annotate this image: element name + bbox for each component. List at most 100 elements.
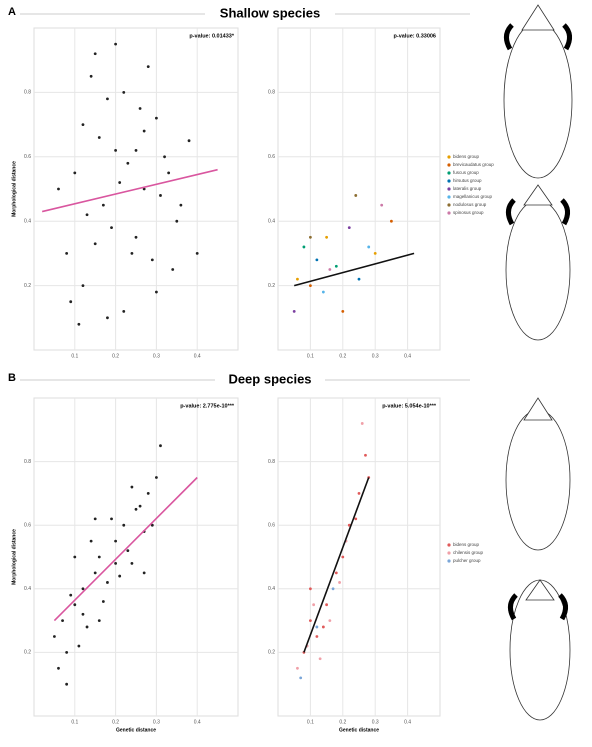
legend-label: lateralis group <box>453 186 482 191</box>
y-tick-label: 0.8 <box>268 459 275 465</box>
x-tick-label: 0.4 <box>404 353 411 359</box>
point <box>101 203 105 207</box>
point <box>138 107 142 110</box>
legend-label: hirsutus group <box>453 178 482 183</box>
point <box>130 252 134 255</box>
point <box>338 581 341 584</box>
point <box>341 555 345 559</box>
point <box>347 226 351 230</box>
point <box>85 213 89 217</box>
y-axis-label: Morphological distance <box>11 529 17 585</box>
point <box>93 52 97 56</box>
x-axis-label: Genetic distance <box>339 727 379 733</box>
point <box>357 277 361 281</box>
point <box>341 309 345 313</box>
point <box>114 539 117 543</box>
y-tick-label: 0.2 <box>268 650 275 656</box>
point <box>373 252 377 255</box>
legend-swatch <box>447 559 451 563</box>
x-tick-label: 0.1 <box>307 353 314 359</box>
point <box>155 290 158 294</box>
x-tick-label: 0.3 <box>372 353 379 359</box>
point <box>150 258 154 262</box>
point <box>61 619 64 622</box>
point <box>81 123 85 126</box>
point <box>155 476 158 479</box>
plot-area <box>33 397 239 717</box>
point <box>321 290 325 294</box>
point <box>167 171 171 175</box>
point <box>122 309 126 313</box>
point <box>93 571 97 575</box>
point <box>130 561 134 565</box>
legend-swatch <box>447 155 451 159</box>
regression-line <box>53 476 198 622</box>
legend-swatch <box>447 179 451 183</box>
regression-line <box>41 168 218 213</box>
point <box>138 504 142 508</box>
point <box>380 203 384 207</box>
x-tick-label: 0.1 <box>71 719 78 725</box>
point <box>159 444 162 448</box>
legend-label: chilensis group <box>453 550 484 555</box>
point <box>325 603 328 607</box>
point <box>309 619 312 622</box>
point <box>114 42 117 46</box>
x-tick-label: 0.2 <box>112 719 119 725</box>
point <box>155 116 158 120</box>
point <box>315 258 319 262</box>
point <box>146 492 150 495</box>
point <box>97 555 101 559</box>
legend-label: spinosus group <box>453 210 484 215</box>
x-tick-label: 0.4 <box>194 353 201 359</box>
p-value: p-value: 2.775e-10*** <box>180 403 235 409</box>
point <box>292 309 296 313</box>
point <box>142 129 146 133</box>
point <box>81 284 85 287</box>
y-tick-label: 0.6 <box>24 154 31 160</box>
y-tick-label: 0.4 <box>268 219 275 225</box>
point <box>171 268 175 271</box>
legend-swatch <box>447 163 451 167</box>
regression-line <box>303 477 370 653</box>
legend-swatch <box>447 187 451 191</box>
point <box>309 235 312 239</box>
point <box>302 245 306 249</box>
point <box>53 635 56 638</box>
point <box>328 619 332 622</box>
y-tick-label: 0.6 <box>24 523 31 529</box>
point <box>69 593 73 597</box>
point <box>315 625 319 629</box>
y-tick-label: 0.2 <box>24 283 31 289</box>
y-tick-label: 0.2 <box>268 283 275 289</box>
point <box>77 322 81 326</box>
y-axis-label: Morphological distance <box>11 161 17 217</box>
legend-swatch <box>447 551 451 555</box>
y-tick-label: 0.6 <box>268 154 275 160</box>
point <box>65 682 69 686</box>
point <box>81 612 85 616</box>
point <box>146 65 150 69</box>
panel-label: A <box>8 6 16 18</box>
point <box>163 155 166 159</box>
point <box>334 264 338 268</box>
y-tick-label: 0.6 <box>268 523 275 529</box>
point <box>85 625 89 629</box>
point <box>57 666 60 670</box>
point <box>118 574 122 578</box>
point <box>179 203 183 207</box>
point <box>57 187 60 191</box>
point <box>126 549 130 553</box>
point <box>296 277 299 281</box>
point <box>321 625 325 629</box>
legend-label: nodulosus group <box>453 202 487 207</box>
x-tick-label: 0.4 <box>194 719 201 725</box>
point <box>126 161 130 165</box>
point <box>159 194 162 197</box>
point <box>328 268 332 271</box>
point <box>65 651 69 654</box>
point <box>195 252 199 255</box>
x-tick-label: 0.2 <box>339 719 346 725</box>
